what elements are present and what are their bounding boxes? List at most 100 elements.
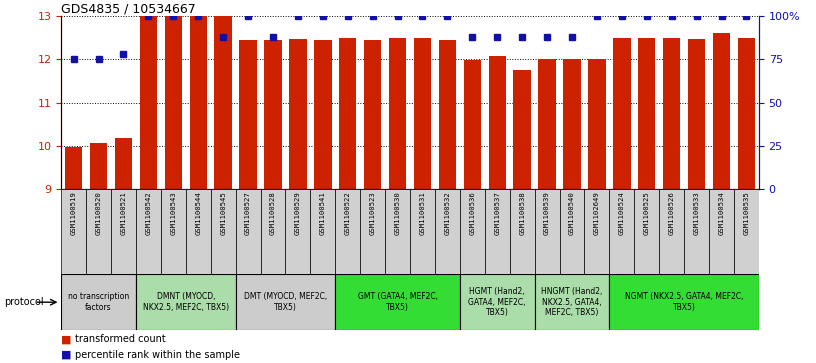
Bar bbox=[140, 16, 157, 189]
Bar bbox=[588, 60, 605, 189]
Text: DMT (MYOCD, MEF2C,
TBX5): DMT (MYOCD, MEF2C, TBX5) bbox=[244, 293, 327, 312]
Bar bbox=[360, 189, 385, 274]
Bar bbox=[111, 189, 136, 274]
Text: GSM1100535: GSM1100535 bbox=[743, 191, 749, 235]
Bar bbox=[584, 189, 610, 274]
Text: ■: ■ bbox=[61, 334, 72, 344]
Text: GSM1100538: GSM1100538 bbox=[519, 191, 526, 235]
Bar bbox=[364, 40, 381, 189]
Bar bbox=[613, 38, 631, 189]
Bar bbox=[211, 189, 236, 274]
Bar bbox=[534, 189, 560, 274]
Text: GSM1102649: GSM1102649 bbox=[594, 191, 600, 235]
Bar bbox=[339, 38, 357, 189]
Text: GSM1100542: GSM1100542 bbox=[145, 191, 152, 235]
Bar bbox=[65, 147, 82, 189]
Bar bbox=[463, 60, 481, 189]
Bar bbox=[286, 189, 310, 274]
Bar bbox=[738, 38, 755, 189]
Text: protocol: protocol bbox=[4, 297, 44, 307]
Bar bbox=[663, 38, 681, 189]
Bar bbox=[289, 39, 307, 189]
Text: GSM1100544: GSM1100544 bbox=[195, 191, 202, 235]
Bar bbox=[335, 189, 360, 274]
Bar bbox=[236, 189, 260, 274]
Text: GSM1100531: GSM1100531 bbox=[419, 191, 425, 235]
Text: transformed count: transformed count bbox=[75, 334, 166, 344]
Text: NGMT (NKX2.5, GATA4, MEF2C,
TBX5): NGMT (NKX2.5, GATA4, MEF2C, TBX5) bbox=[625, 293, 743, 312]
Text: GSM1100523: GSM1100523 bbox=[370, 191, 375, 235]
Bar bbox=[713, 33, 730, 189]
Text: GSM1100520: GSM1100520 bbox=[95, 191, 101, 235]
Bar bbox=[264, 40, 282, 189]
Text: HGMT (Hand2,
GATA4, MEF2C,
TBX5): HGMT (Hand2, GATA4, MEF2C, TBX5) bbox=[468, 287, 526, 317]
Text: GSM1100521: GSM1100521 bbox=[121, 191, 126, 235]
Bar bbox=[684, 189, 709, 274]
Bar bbox=[335, 274, 460, 330]
Bar bbox=[435, 189, 460, 274]
Bar bbox=[136, 189, 161, 274]
Bar bbox=[513, 70, 531, 189]
Text: GSM1100537: GSM1100537 bbox=[494, 191, 500, 235]
Text: GSM1100536: GSM1100536 bbox=[469, 191, 476, 235]
Bar bbox=[189, 16, 207, 189]
Bar bbox=[659, 189, 684, 274]
Bar bbox=[239, 40, 257, 189]
Bar bbox=[186, 189, 211, 274]
Text: ■: ■ bbox=[61, 350, 72, 360]
Text: GSM1100522: GSM1100522 bbox=[344, 191, 351, 235]
Text: GSM1100529: GSM1100529 bbox=[295, 191, 301, 235]
Bar bbox=[389, 38, 406, 189]
Text: GSM1100532: GSM1100532 bbox=[445, 191, 450, 235]
Bar bbox=[310, 189, 335, 274]
Bar bbox=[638, 38, 655, 189]
Text: GSM1100543: GSM1100543 bbox=[171, 191, 176, 235]
Text: GSM1100545: GSM1100545 bbox=[220, 191, 226, 235]
Bar bbox=[215, 16, 232, 189]
Bar bbox=[439, 40, 456, 189]
Bar bbox=[314, 40, 331, 189]
Bar bbox=[410, 189, 435, 274]
Bar bbox=[534, 274, 610, 330]
Bar bbox=[236, 274, 335, 330]
Text: GSM1100540: GSM1100540 bbox=[569, 191, 575, 235]
Bar bbox=[485, 189, 510, 274]
Text: GDS4835 / 10534667: GDS4835 / 10534667 bbox=[61, 2, 196, 15]
Bar bbox=[165, 16, 182, 189]
Bar bbox=[634, 189, 659, 274]
Text: GSM1100526: GSM1100526 bbox=[668, 191, 675, 235]
Bar bbox=[460, 189, 485, 274]
Bar bbox=[136, 274, 236, 330]
Bar bbox=[489, 56, 506, 189]
Bar bbox=[61, 274, 136, 330]
Bar bbox=[709, 189, 734, 274]
Text: HNGMT (Hand2,
NKX2.5, GATA4,
MEF2C, TBX5): HNGMT (Hand2, NKX2.5, GATA4, MEF2C, TBX5… bbox=[541, 287, 603, 317]
Text: GSM1100530: GSM1100530 bbox=[395, 191, 401, 235]
Bar bbox=[61, 189, 86, 274]
Text: GSM1100519: GSM1100519 bbox=[71, 191, 77, 235]
Bar bbox=[385, 189, 410, 274]
Bar bbox=[688, 39, 705, 189]
Text: percentile rank within the sample: percentile rank within the sample bbox=[75, 350, 240, 360]
Text: GSM1100525: GSM1100525 bbox=[644, 191, 650, 235]
Text: GSM1100541: GSM1100541 bbox=[320, 191, 326, 235]
Bar bbox=[510, 189, 534, 274]
Text: GMT (GATA4, MEF2C,
TBX5): GMT (GATA4, MEF2C, TBX5) bbox=[357, 293, 437, 312]
Text: GSM1100524: GSM1100524 bbox=[619, 191, 625, 235]
Bar bbox=[260, 189, 286, 274]
Bar bbox=[734, 189, 759, 274]
Bar bbox=[414, 38, 431, 189]
Bar bbox=[560, 189, 584, 274]
Bar bbox=[610, 189, 634, 274]
Text: GSM1100539: GSM1100539 bbox=[544, 191, 550, 235]
Text: DMNT (MYOCD,
NKX2.5, MEF2C, TBX5): DMNT (MYOCD, NKX2.5, MEF2C, TBX5) bbox=[143, 293, 228, 312]
Text: no transcription
factors: no transcription factors bbox=[68, 293, 129, 312]
Bar bbox=[115, 138, 132, 189]
Text: GSM1100527: GSM1100527 bbox=[245, 191, 251, 235]
Bar bbox=[460, 274, 534, 330]
Bar bbox=[610, 274, 759, 330]
Text: GSM1100534: GSM1100534 bbox=[719, 191, 725, 235]
Bar bbox=[563, 60, 581, 189]
Text: GSM1100533: GSM1100533 bbox=[694, 191, 699, 235]
Bar bbox=[161, 189, 186, 274]
